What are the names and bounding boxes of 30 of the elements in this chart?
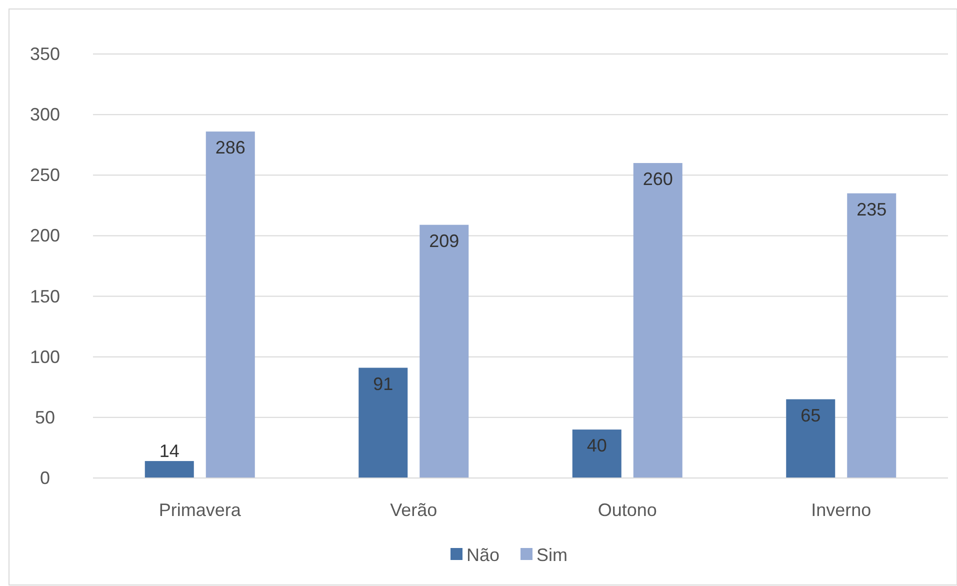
x-tick-label: Outono [598, 500, 657, 520]
data-label: 260 [642, 169, 673, 190]
x-tick-label: Verão [390, 500, 438, 520]
x-tick-label: Inverno [811, 500, 872, 520]
data-label: 65 [800, 405, 821, 426]
x-tick-label: Primavera [158, 500, 242, 520]
data-label: 209 [429, 230, 460, 251]
bar [633, 163, 682, 478]
y-tick-label: 300 [30, 104, 60, 125]
bar [358, 368, 408, 478]
y-tick-label: 100 [30, 346, 60, 367]
data-label: 91 [373, 374, 394, 394]
bar [786, 399, 836, 478]
y-tick-label: 50 [34, 407, 56, 428]
data-label: 40 [586, 436, 607, 456]
legend-label: Não [466, 545, 500, 565]
bar [206, 132, 255, 478]
bar [572, 430, 622, 478]
y-tick-label: 200 [30, 226, 60, 246]
data-label: 286 [215, 138, 246, 158]
bar [420, 224, 469, 478]
bar [144, 461, 194, 478]
y-tick-label: 250 [30, 165, 60, 186]
y-tick-label: 150 [30, 286, 60, 306]
legend-label: Sim [536, 545, 568, 565]
y-tick-label: 350 [30, 44, 60, 64]
bar [847, 193, 896, 478]
data-label: 235 [856, 199, 887, 220]
data-label: 14 [159, 441, 180, 462]
y-tick-label: 0 [40, 468, 50, 488]
